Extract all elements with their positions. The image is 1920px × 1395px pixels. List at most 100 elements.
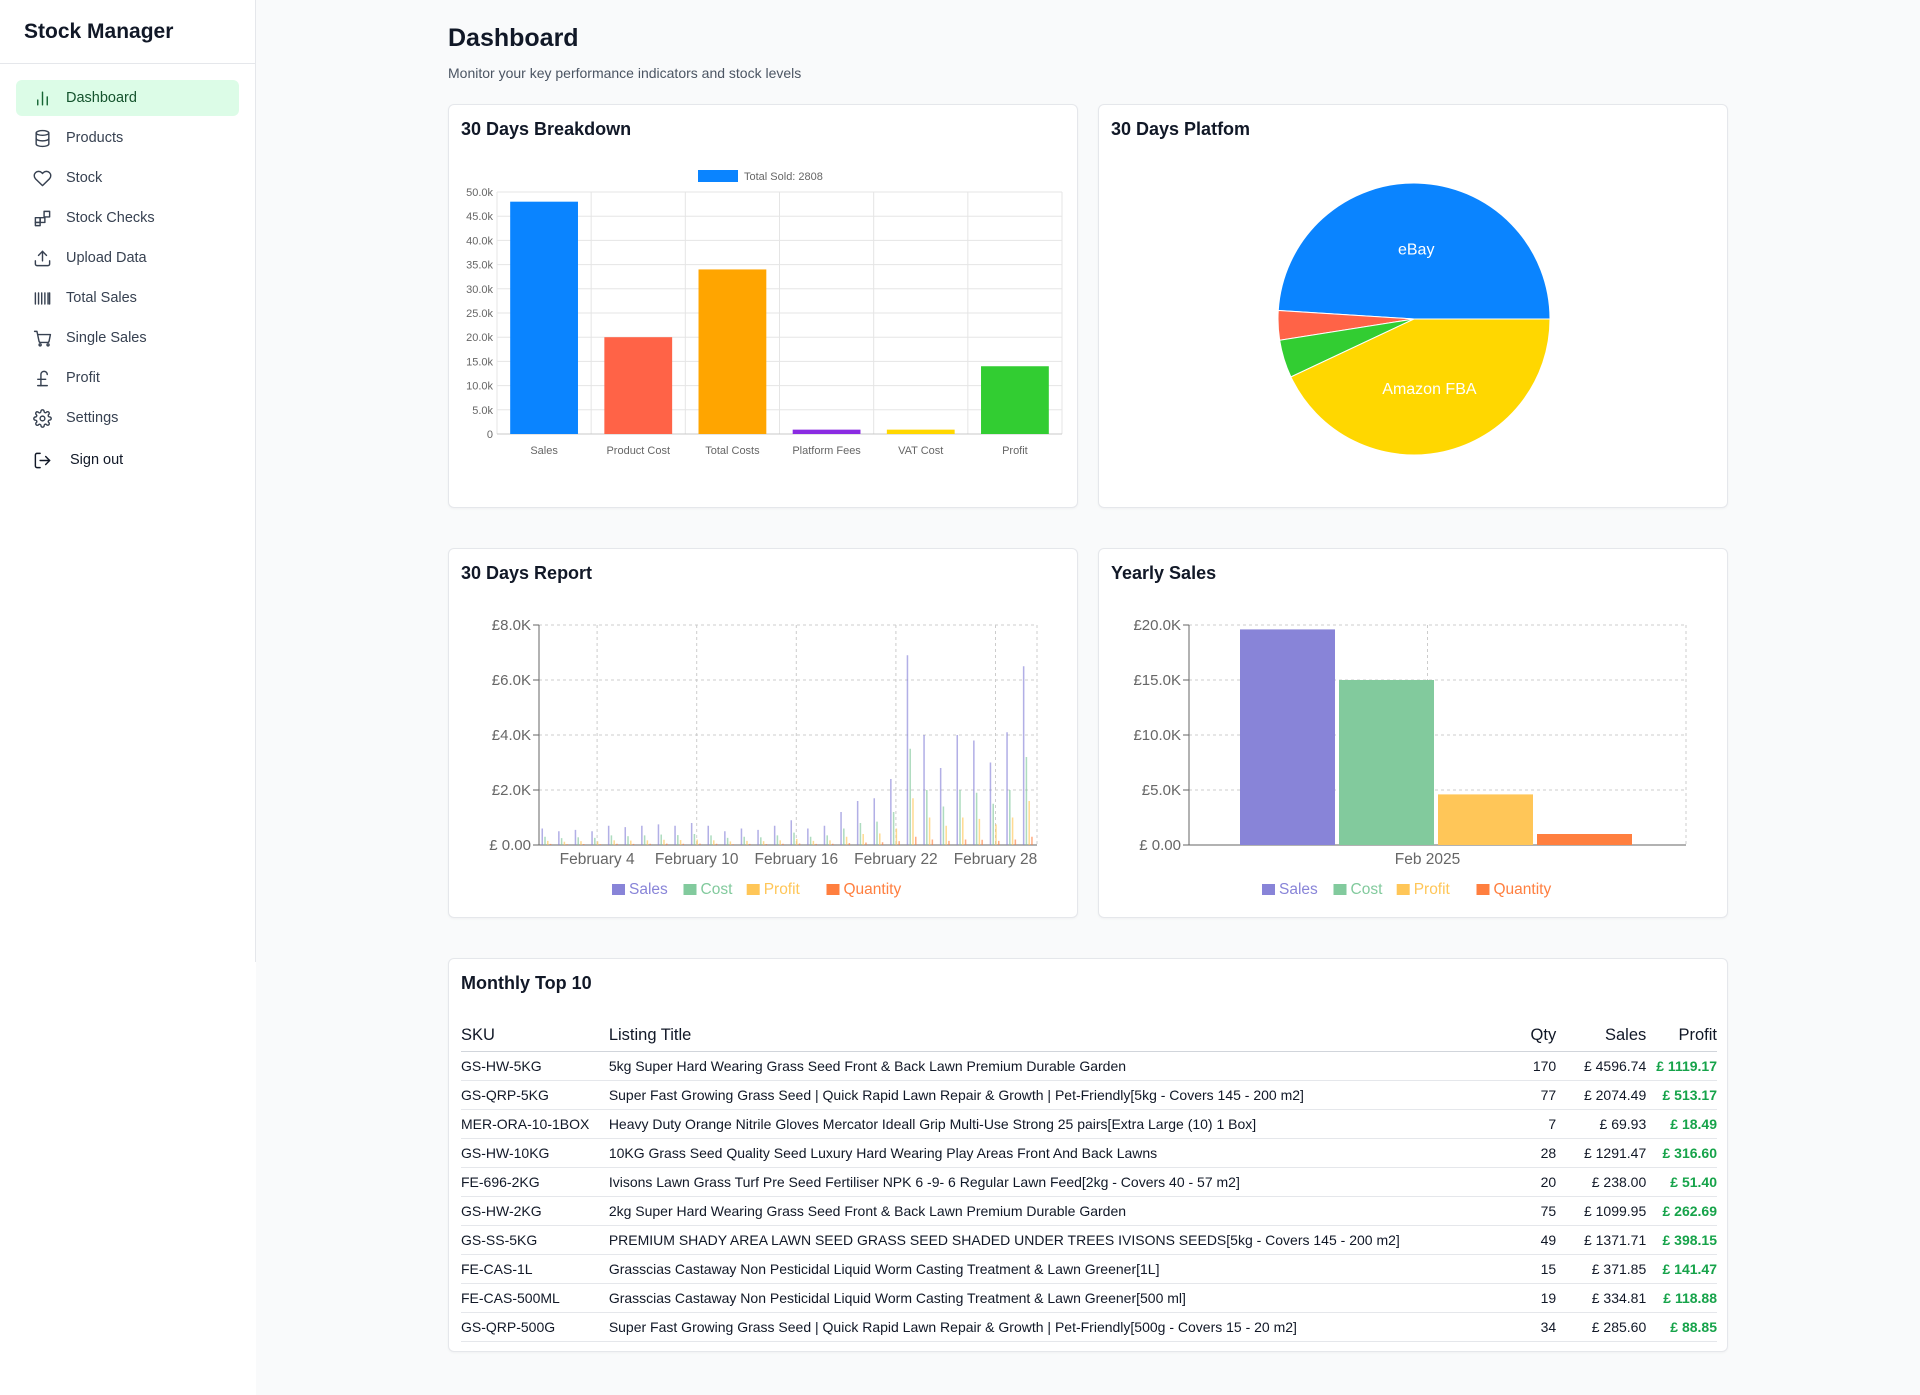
table-row[interactable]: FE-696-2KG Ivisons Lawn Grass Turf Pre Se… bbox=[461, 1167, 1717, 1197]
bar-sales bbox=[906, 655, 909, 845]
cell-qty: 77 bbox=[1488, 1080, 1567, 1110]
table-row[interactable]: GS-QRP-500G Super Fast Growing Grass Seed… bbox=[461, 1312, 1717, 1342]
sidebar-item-stock[interactable]: Stock bbox=[16, 160, 239, 196]
sidebar-item-label: Upload Data bbox=[66, 250, 147, 266]
breakdown-card: 30 Days Breakdown Total Sold: 2808 0 5.0k 1… bbox=[448, 104, 1078, 508]
bar-profit bbox=[812, 840, 815, 845]
cell-profit: £ 398.15 bbox=[1656, 1225, 1717, 1255]
bar-sales bbox=[510, 201, 578, 434]
sign-out-button[interactable]: Sign out bbox=[16, 442, 239, 478]
top10-card: Monthly Top 10 SKU Listing Title Qty Sal… bbox=[448, 958, 1728, 1352]
bar-profit bbox=[713, 840, 715, 845]
x-tick-label: Product Cost bbox=[606, 445, 670, 457]
bar-quantity bbox=[616, 843, 618, 845]
cell-title: Super Fast Growing Grass Seed | Quick Ra… bbox=[608, 1312, 1489, 1342]
report-chart: £ 0.00 £2.0K £4.0K £6.0K £8.0K February 4 Febr… bbox=[489, 617, 1038, 898]
bar-cost bbox=[992, 803, 994, 845]
bar-sales bbox=[641, 825, 643, 845]
cell-sales: £ 285.60 bbox=[1566, 1312, 1657, 1342]
table-row[interactable]: GS-HW-2KG 2kg Super Hard Wearing Grass Se… bbox=[461, 1196, 1717, 1226]
bar-quantity bbox=[948, 840, 950, 845]
sidebar-item-products[interactable]: Products bbox=[16, 120, 239, 156]
app-title: Stock Manager bbox=[0, 0, 255, 64]
bar-chart-icon bbox=[32, 88, 52, 108]
sidebar-item-upload-data[interactable]: Upload Data bbox=[16, 240, 239, 276]
bar-sales bbox=[757, 829, 759, 845]
sidebar-item-settings[interactable]: Settings bbox=[16, 400, 239, 436]
sidebar-item-stock-checks[interactable]: Stock Checks bbox=[16, 200, 239, 236]
bar-sales bbox=[956, 735, 959, 845]
bar-quantity bbox=[582, 844, 585, 845]
platform-card: 30 Days Platfom eBay Amazon FBA bbox=[1098, 104, 1728, 508]
bar-profit bbox=[580, 841, 582, 845]
card-title: Monthly Top 10 bbox=[461, 973, 592, 993]
sidebar-item-label: Profit bbox=[66, 370, 100, 386]
sidebar-nav: Dashboard Products Stock Stock Checks Up… bbox=[0, 64, 255, 478]
bar-sales bbox=[707, 825, 710, 845]
bar-quantity bbox=[997, 840, 1000, 845]
table-row[interactable]: GS-QRP-5KG Super Fast Growing Grass Seed … bbox=[461, 1080, 1717, 1110]
bar-quantity bbox=[1031, 836, 1033, 845]
y-tick-label: 20.0k bbox=[466, 332, 493, 344]
pie-slice-label: Amazon FBA bbox=[1382, 381, 1477, 398]
cell-sales: £ 2074.49 bbox=[1566, 1080, 1657, 1110]
bar-quantity bbox=[649, 843, 651, 845]
bar-cost bbox=[793, 832, 795, 845]
sidebar-item-profit[interactable]: Profit bbox=[16, 360, 239, 396]
sidebar-item-single-sales[interactable]: Single Sales bbox=[16, 320, 239, 356]
table-row[interactable]: MER-ORA-10-1BOX Heavy Duty Orange Nitrile… bbox=[461, 1109, 1717, 1139]
header-sku[interactable]: SKU bbox=[461, 1021, 609, 1052]
page-subtitle: Monitor your key performance indicators … bbox=[448, 65, 802, 81]
bar-sales bbox=[574, 829, 577, 845]
sidebar-item-total-sales[interactable]: Total Sales bbox=[16, 280, 239, 316]
cell-qty: 49 bbox=[1488, 1225, 1567, 1255]
card-title: 30 Days Breakdown bbox=[461, 119, 632, 139]
bar-cost bbox=[975, 792, 978, 845]
bar-profit bbox=[928, 817, 931, 845]
bar-profit bbox=[563, 841, 566, 845]
header-sales[interactable]: Sales bbox=[1566, 1021, 1657, 1052]
sidebar-item-dashboard[interactable]: Dashboard bbox=[16, 80, 239, 116]
bar-sales bbox=[740, 828, 743, 845]
table-row[interactable]: FE-CAS-500ML Grasscias Castaway Non Pesti… bbox=[461, 1283, 1717, 1313]
legend-label: Cost bbox=[1351, 881, 1384, 898]
bar-cost bbox=[627, 836, 629, 845]
bar-sales bbox=[790, 820, 793, 845]
cell-title: Grasscias Castaway Non Pesticidal Liquid… bbox=[608, 1283, 1489, 1313]
cell-sku: GS-QRP-500G bbox=[461, 1312, 609, 1342]
bar-sales bbox=[823, 825, 826, 845]
bar-cost bbox=[610, 835, 613, 845]
legend-label: Sales bbox=[1279, 881, 1318, 898]
table-row[interactable]: GS-HW-10KG 10KG Grass Seed Quality Seed L… bbox=[461, 1138, 1717, 1168]
bar-profit bbox=[829, 840, 831, 845]
bar-sales bbox=[591, 831, 593, 845]
sidebar-item-label: Stock Checks bbox=[66, 210, 155, 226]
y-tick-label: £4.0K bbox=[492, 727, 531, 744]
table-row[interactable]: GS-HW-5KG 5kg Super Hard Wearing Grass Se… bbox=[461, 1051, 1717, 1081]
bar-profit bbox=[547, 840, 549, 845]
gear-icon bbox=[32, 408, 52, 428]
cell-profit: £ 88.85 bbox=[1656, 1312, 1717, 1342]
bar-quantity bbox=[549, 843, 552, 845]
legend-label: Cost bbox=[701, 881, 734, 898]
header-profit[interactable]: Profit bbox=[1656, 1021, 1717, 1052]
bar-profit bbox=[729, 841, 732, 845]
bar-cost bbox=[843, 828, 845, 845]
legend-label: Sales bbox=[629, 881, 668, 898]
bar-cost bbox=[577, 837, 579, 845]
bar-profit bbox=[845, 836, 848, 845]
sidebar-item-label: Single Sales bbox=[66, 330, 147, 346]
cell-sku: MER-ORA-10-1BOX bbox=[461, 1109, 609, 1139]
legend-swatch bbox=[612, 884, 625, 895]
table-row[interactable]: FE-CAS-1L Grasscias Castaway Non Pesticid… bbox=[461, 1254, 1717, 1284]
header-title[interactable]: Listing Title bbox=[608, 1021, 1489, 1052]
bar-quantity bbox=[732, 844, 734, 845]
bar-quantity bbox=[914, 836, 917, 845]
bar-quantity bbox=[632, 843, 635, 845]
header-qty[interactable]: Qty bbox=[1488, 1021, 1567, 1052]
table-row[interactable]: GS-SS-5KG PREMIUM SHADY AREA LAWN SEED GR… bbox=[461, 1225, 1717, 1255]
y-tick-label: £ 0.00 bbox=[489, 837, 531, 854]
blocks-icon bbox=[32, 208, 52, 228]
database-icon bbox=[32, 128, 52, 148]
cell-sku: FE-696-2KG bbox=[461, 1167, 609, 1197]
